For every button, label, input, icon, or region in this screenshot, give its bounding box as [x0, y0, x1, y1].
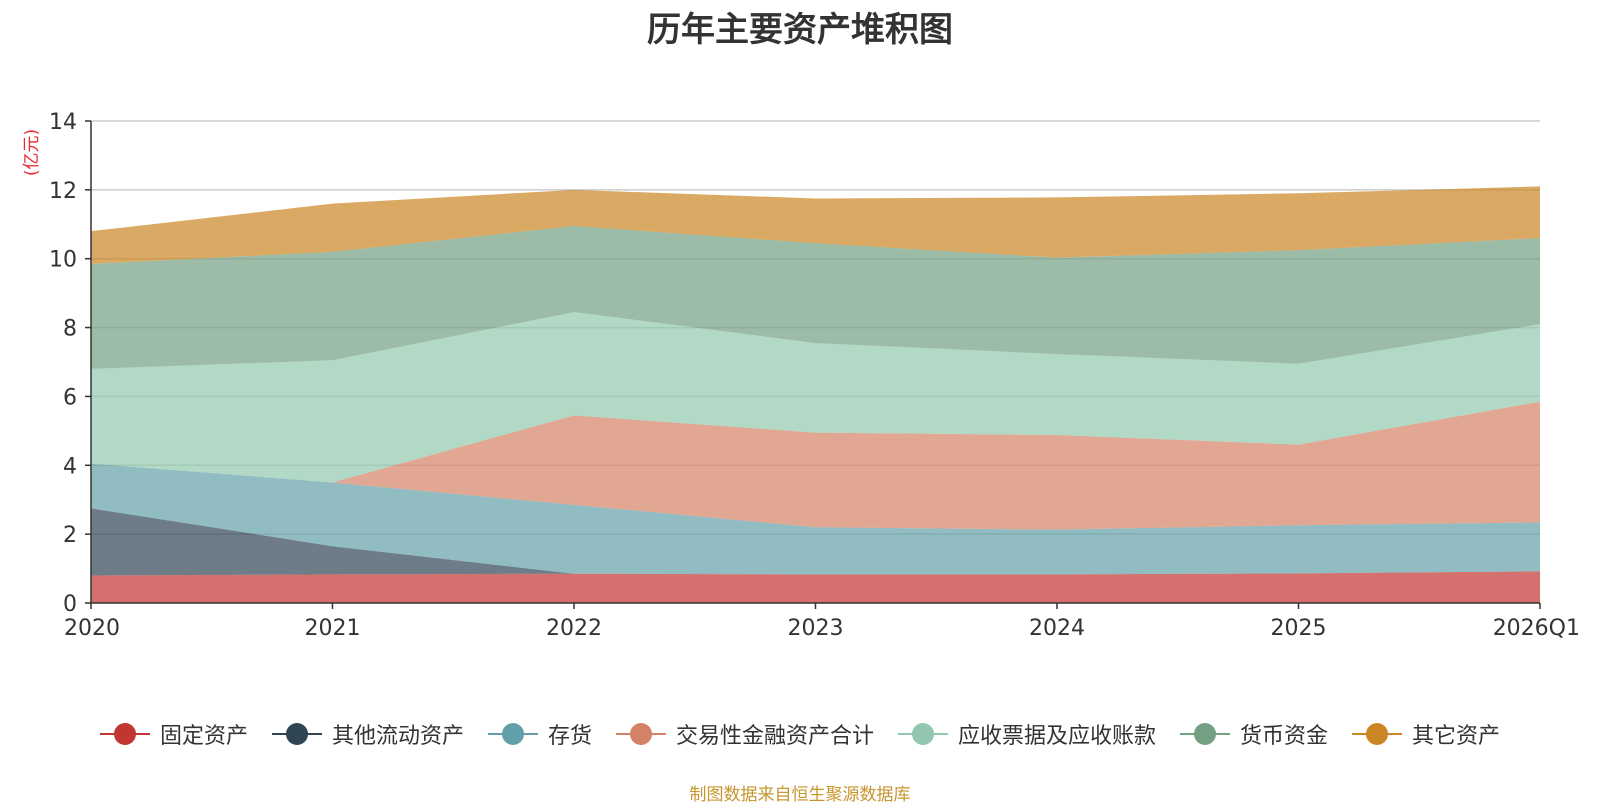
area-其他流动资产: [91, 508, 1540, 576]
area-series: [91, 186, 1540, 603]
legend-item-其他流动资产[interactable]: 其他流动资产: [271, 718, 464, 750]
x-tick-label-2025: 2025: [1271, 616, 1327, 641]
y-tick-label-0: 0: [63, 592, 77, 617]
legend-item-固定资产[interactable]: 固定资产: [99, 718, 248, 750]
x-tick-label-2021: 2021: [305, 616, 361, 641]
legend-dot: [629, 723, 652, 745]
x-tick-label-2026Q1: 2026Q1: [1493, 616, 1580, 641]
chart-title: 历年主要资产堆积图: [647, 10, 953, 50]
legend-dot: [285, 723, 308, 745]
y-tick-label-4: 4: [63, 454, 77, 479]
legend-item-其它资产[interactable]: 其它资产: [1352, 718, 1500, 750]
legend-label: 交易性金融资产合计: [675, 724, 874, 749]
x-tick-labels: 2020 2021 2022 2023 2024 2025 2026Q1: [64, 603, 1580, 641]
legend-swatch-icon: [487, 722, 538, 746]
legend-swatch-icon: [1180, 722, 1231, 746]
area-交易性金融资产合计: [91, 401, 1540, 530]
legend-swatch-icon: [898, 722, 948, 746]
legend-item-交易性金融资产合计[interactable]: 交易性金融资产合计: [615, 718, 874, 750]
x-tick-label-2020: 2020: [64, 616, 120, 641]
y-tick-label-12: 12: [49, 179, 77, 204]
legend-label: 其他流动资产: [331, 724, 464, 749]
legend-label: 其它资产: [1412, 724, 1501, 749]
legend-label: 应收票据及应收账款: [958, 724, 1157, 749]
y-tick-label-6: 6: [63, 385, 77, 410]
legend-dot: [113, 723, 136, 745]
legend-label: 存货: [547, 724, 592, 749]
legend-swatch-icon: [271, 722, 322, 746]
y-tick-label-8: 8: [63, 317, 77, 342]
legend-dot: [1194, 723, 1217, 745]
legend-swatch-icon: [1352, 722, 1403, 746]
x-tick-label-2022: 2022: [546, 616, 602, 641]
x-tick-label-2024: 2024: [1029, 616, 1085, 641]
legend-item-应收票据及应收账款[interactable]: 应收票据及应收账款: [898, 718, 1156, 750]
legend-label: 货币资金: [1240, 724, 1329, 749]
legend-dot: [501, 723, 524, 745]
legend-dot: [1366, 723, 1389, 745]
legend-item-货币资金[interactable]: 货币资金: [1180, 718, 1328, 750]
y-tick-label-14: 14: [49, 110, 77, 135]
area-固定资产: [91, 571, 1540, 603]
y-tick-label-10: 10: [49, 248, 77, 273]
area-应收票据及应收账款: [91, 312, 1540, 483]
legend: 固定资产 其他流动资产 存货 交易性金融资产合计 应收票据及应收账款 货币资金 其它资产: [0, 718, 1600, 750]
legend-label: 固定资产: [159, 724, 248, 749]
y-tick-labels: 0 2 4 6 8 10 12 14: [49, 110, 91, 617]
area-其它资产: [91, 186, 1540, 264]
x-tick-label-2023: 2023: [788, 616, 844, 641]
y-tick-label-2: 2: [63, 523, 77, 548]
legend-swatch-icon: [615, 722, 666, 746]
source-note: 制图数据来自恒生聚源数据库: [689, 785, 911, 805]
legend-swatch-icon: [99, 722, 150, 746]
area-存货: [91, 463, 1540, 575]
legend-item-存货[interactable]: 存货: [487, 718, 592, 750]
area-货币资金: [91, 226, 1540, 369]
legend-dot: [912, 723, 934, 745]
